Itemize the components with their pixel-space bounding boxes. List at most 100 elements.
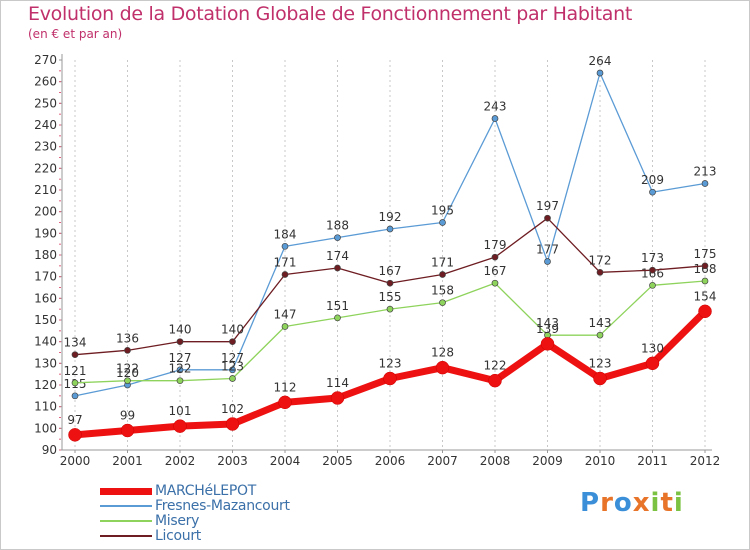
y-tick-label: 200 bbox=[34, 205, 57, 219]
y-tick-label: 190 bbox=[34, 226, 57, 240]
data-point bbox=[68, 428, 82, 442]
data-point bbox=[386, 305, 394, 313]
data-label: 213 bbox=[694, 165, 717, 179]
data-point bbox=[71, 351, 79, 359]
data-point bbox=[71, 392, 79, 400]
data-label: 123 bbox=[589, 357, 612, 371]
x-tick-label: 2000 bbox=[60, 454, 91, 468]
data-label: 122 bbox=[169, 362, 192, 376]
data-label: 173 bbox=[641, 251, 664, 265]
data-label: 139 bbox=[536, 322, 559, 336]
y-tick-label: 220 bbox=[34, 161, 57, 175]
data-label: 112 bbox=[274, 380, 297, 394]
logo-letter: o bbox=[613, 488, 633, 518]
data-point bbox=[439, 271, 446, 278]
data-point bbox=[386, 279, 394, 287]
data-point bbox=[334, 264, 341, 272]
data-label: 158 bbox=[431, 284, 454, 298]
data-label: 122 bbox=[116, 362, 139, 376]
data-point bbox=[225, 417, 240, 431]
x-tick-label: 2003 bbox=[217, 454, 248, 468]
logo-letter: i bbox=[650, 488, 661, 518]
data-point bbox=[176, 338, 184, 346]
data-point bbox=[649, 266, 656, 274]
data-label: 174 bbox=[326, 249, 349, 263]
x-tick-label: 2004 bbox=[270, 454, 301, 468]
y-tick-label: 160 bbox=[34, 291, 57, 305]
data-label: 172 bbox=[589, 253, 612, 267]
data-point bbox=[281, 271, 289, 278]
data-label: 134 bbox=[64, 336, 87, 350]
y-tick-label: 260 bbox=[34, 75, 57, 89]
data-label: 179 bbox=[484, 238, 507, 252]
data-label: 128 bbox=[431, 346, 454, 360]
data-label: 99 bbox=[120, 409, 135, 423]
legend-swatch bbox=[100, 520, 152, 522]
legend-label: Misery bbox=[155, 513, 200, 529]
data-label: 184 bbox=[274, 227, 297, 241]
x-tick-label: 2011 bbox=[637, 454, 668, 468]
data-point bbox=[491, 253, 499, 261]
data-point bbox=[124, 377, 131, 385]
data-label: 122 bbox=[484, 359, 507, 373]
data-point bbox=[330, 391, 345, 405]
y-tick-label: 150 bbox=[34, 313, 57, 327]
y-tick-label: 270 bbox=[34, 53, 57, 67]
data-point bbox=[176, 366, 184, 374]
data-label: 101 bbox=[169, 404, 192, 418]
data-point bbox=[698, 304, 712, 319]
legend-label: MARCHéLEPOT bbox=[155, 483, 256, 499]
logo-letter: t bbox=[660, 488, 674, 518]
y-tick-label: 250 bbox=[34, 96, 57, 110]
y-tick-label: 120 bbox=[34, 378, 57, 392]
data-label: 121 bbox=[64, 364, 87, 378]
data-label: 143 bbox=[589, 316, 612, 330]
data-label: 155 bbox=[379, 290, 402, 304]
data-label: 209 bbox=[641, 173, 664, 187]
x-tick-label: 2007 bbox=[427, 454, 458, 468]
data-point bbox=[439, 219, 446, 226]
data-label: 264 bbox=[589, 54, 612, 68]
proxiti-logo: Proxiti bbox=[580, 488, 684, 518]
data-point bbox=[334, 314, 341, 322]
x-tick-label: 2012 bbox=[690, 454, 721, 468]
data-point bbox=[596, 331, 604, 339]
x-tick-label: 2008 bbox=[480, 454, 511, 468]
data-label: 130 bbox=[641, 341, 664, 355]
y-tick-label: 240 bbox=[34, 118, 57, 132]
data-label: 171 bbox=[431, 256, 454, 270]
data-point bbox=[701, 180, 709, 187]
data-label: 127 bbox=[169, 351, 192, 365]
data-label: 243 bbox=[484, 100, 507, 114]
data-point bbox=[229, 375, 236, 382]
logo-letter: x bbox=[632, 488, 651, 518]
data-label: 171 bbox=[274, 256, 297, 270]
data-point bbox=[334, 234, 341, 242]
data-point bbox=[124, 346, 131, 354]
chart-subtitle: (en € et par an) bbox=[28, 27, 123, 41]
y-tick-label: 180 bbox=[34, 248, 57, 262]
data-point bbox=[544, 214, 551, 222]
data-point bbox=[281, 323, 289, 330]
data-point bbox=[176, 377, 184, 385]
data-point bbox=[281, 242, 289, 250]
data-label: 154 bbox=[694, 289, 717, 303]
data-point bbox=[229, 366, 236, 374]
data-point bbox=[439, 299, 446, 307]
data-label: 167 bbox=[484, 264, 507, 278]
logo-letter: P bbox=[580, 488, 601, 518]
data-point bbox=[491, 279, 499, 287]
x-tick-label: 2005 bbox=[322, 454, 353, 468]
y-tick-label: 210 bbox=[34, 183, 57, 197]
data-label: 136 bbox=[116, 331, 139, 345]
data-point bbox=[491, 115, 499, 122]
data-label: 197 bbox=[536, 199, 559, 213]
x-tick-label: 2010 bbox=[585, 454, 616, 468]
data-label: 97 bbox=[67, 413, 82, 427]
data-point bbox=[383, 371, 397, 386]
legend-label: Licourt bbox=[155, 528, 201, 544]
legend-swatch bbox=[100, 488, 152, 495]
data-label: 102 bbox=[221, 402, 244, 416]
data-point bbox=[649, 188, 656, 196]
